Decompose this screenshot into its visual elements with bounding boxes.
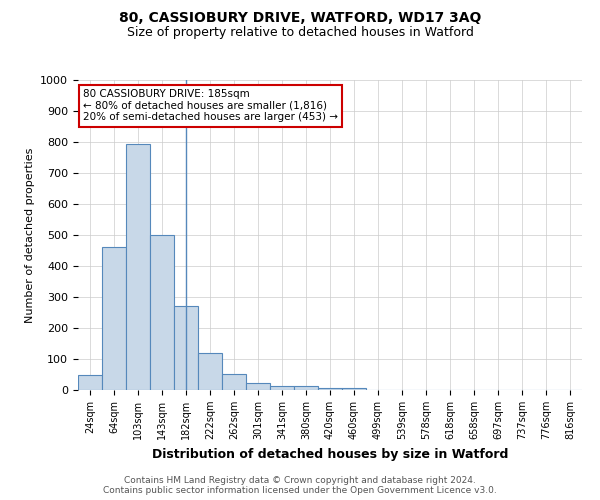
Bar: [198, 353, 222, 390]
Bar: [78, 375, 102, 390]
Y-axis label: Number of detached properties: Number of detached properties: [25, 148, 35, 322]
Bar: [294, 386, 318, 390]
X-axis label: Distribution of detached houses by size in Watford: Distribution of detached houses by size …: [152, 448, 508, 460]
Bar: [318, 388, 342, 390]
Bar: [126, 144, 150, 390]
Bar: [270, 386, 294, 390]
Bar: [174, 306, 198, 390]
Text: 80 CASSIOBURY DRIVE: 185sqm
← 80% of detached houses are smaller (1,816)
20% of : 80 CASSIOBURY DRIVE: 185sqm ← 80% of det…: [83, 90, 338, 122]
Bar: [342, 388, 366, 390]
Bar: [222, 374, 246, 390]
Bar: [102, 248, 126, 390]
Text: Contains HM Land Registry data © Crown copyright and database right 2024.
Contai: Contains HM Land Registry data © Crown c…: [103, 476, 497, 495]
Text: Size of property relative to detached houses in Watford: Size of property relative to detached ho…: [127, 26, 473, 39]
Text: 80, CASSIOBURY DRIVE, WATFORD, WD17 3AQ: 80, CASSIOBURY DRIVE, WATFORD, WD17 3AQ: [119, 11, 481, 25]
Bar: [150, 235, 174, 390]
Bar: [246, 383, 270, 390]
